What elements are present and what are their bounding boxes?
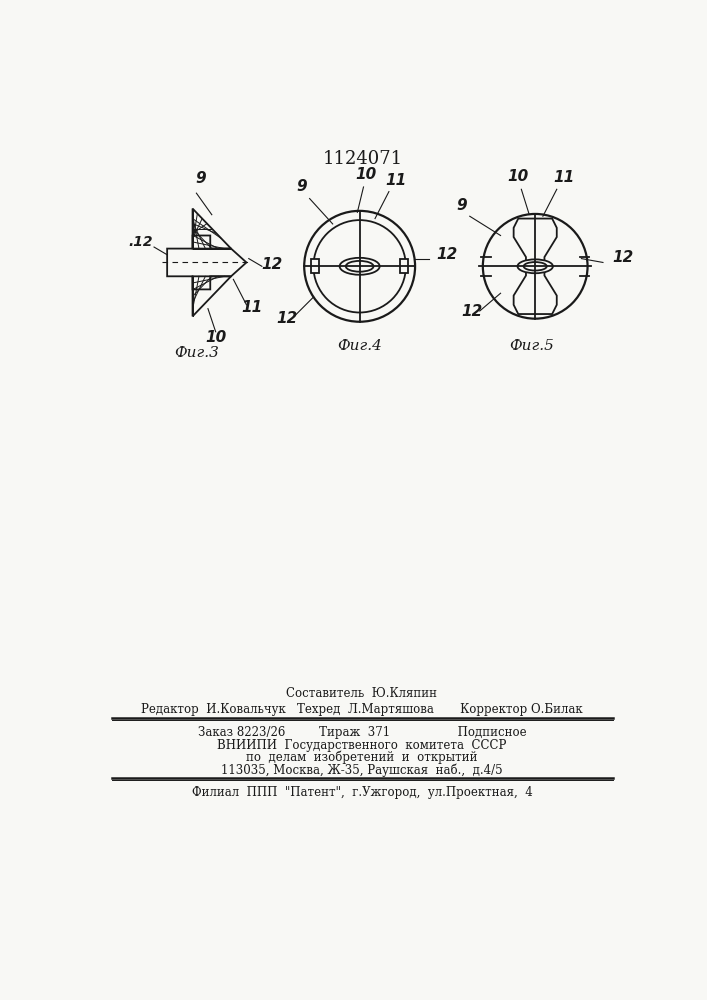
- Text: 12: 12: [462, 304, 483, 319]
- Text: 12: 12: [437, 247, 458, 262]
- Text: ВНИИПИ  Государственного  комитета  СССР: ВНИИПИ Государственного комитета СССР: [217, 739, 507, 752]
- Ellipse shape: [339, 258, 380, 275]
- Text: 10: 10: [508, 169, 529, 184]
- Ellipse shape: [518, 259, 553, 273]
- Text: 1124071: 1124071: [322, 149, 403, 167]
- Text: Составитель  Ю.Кляпин: Составитель Ю.Кляпин: [286, 687, 438, 700]
- Text: Филиал  ППП  "Патент",  г.Ужгород,  ул.Проектная,  4: Филиал ППП "Патент", г.Ужгород, ул.Проек…: [192, 786, 532, 799]
- Text: по  делам  изобретений  и  открытий: по делам изобретений и открытий: [246, 751, 478, 764]
- Text: .12: .12: [129, 235, 153, 249]
- Text: 113035, Москва, Ж-35, Раушская  наб.,  д.4/5: 113035, Москва, Ж-35, Раушская наб., д.4…: [221, 763, 503, 777]
- Text: 10: 10: [355, 167, 376, 182]
- Text: 9: 9: [195, 171, 206, 186]
- Text: 10: 10: [205, 330, 226, 345]
- Text: Фиг.3: Фиг.3: [174, 346, 219, 360]
- Text: Фиг.4: Фиг.4: [337, 339, 382, 353]
- Text: Заказ 8223/26         Тираж  371                  Подписное: Заказ 8223/26 Тираж 371 Подписное: [198, 726, 526, 739]
- FancyBboxPatch shape: [311, 259, 319, 273]
- Text: 11: 11: [385, 173, 407, 188]
- FancyBboxPatch shape: [400, 259, 408, 273]
- Text: 12: 12: [612, 250, 633, 265]
- Text: 12: 12: [276, 311, 297, 326]
- Text: Фиг.5: Фиг.5: [509, 339, 554, 353]
- Text: 12: 12: [262, 257, 283, 272]
- Text: 9: 9: [457, 198, 467, 213]
- Text: Редактор  И.Ковальчук   Техред  Л.Мартяшова       Корректор О.Билак: Редактор И.Ковальчук Техред Л.Мартяшова …: [141, 703, 583, 716]
- Text: 9: 9: [296, 179, 308, 194]
- Text: 11: 11: [241, 300, 262, 316]
- Text: 11: 11: [554, 170, 575, 185]
